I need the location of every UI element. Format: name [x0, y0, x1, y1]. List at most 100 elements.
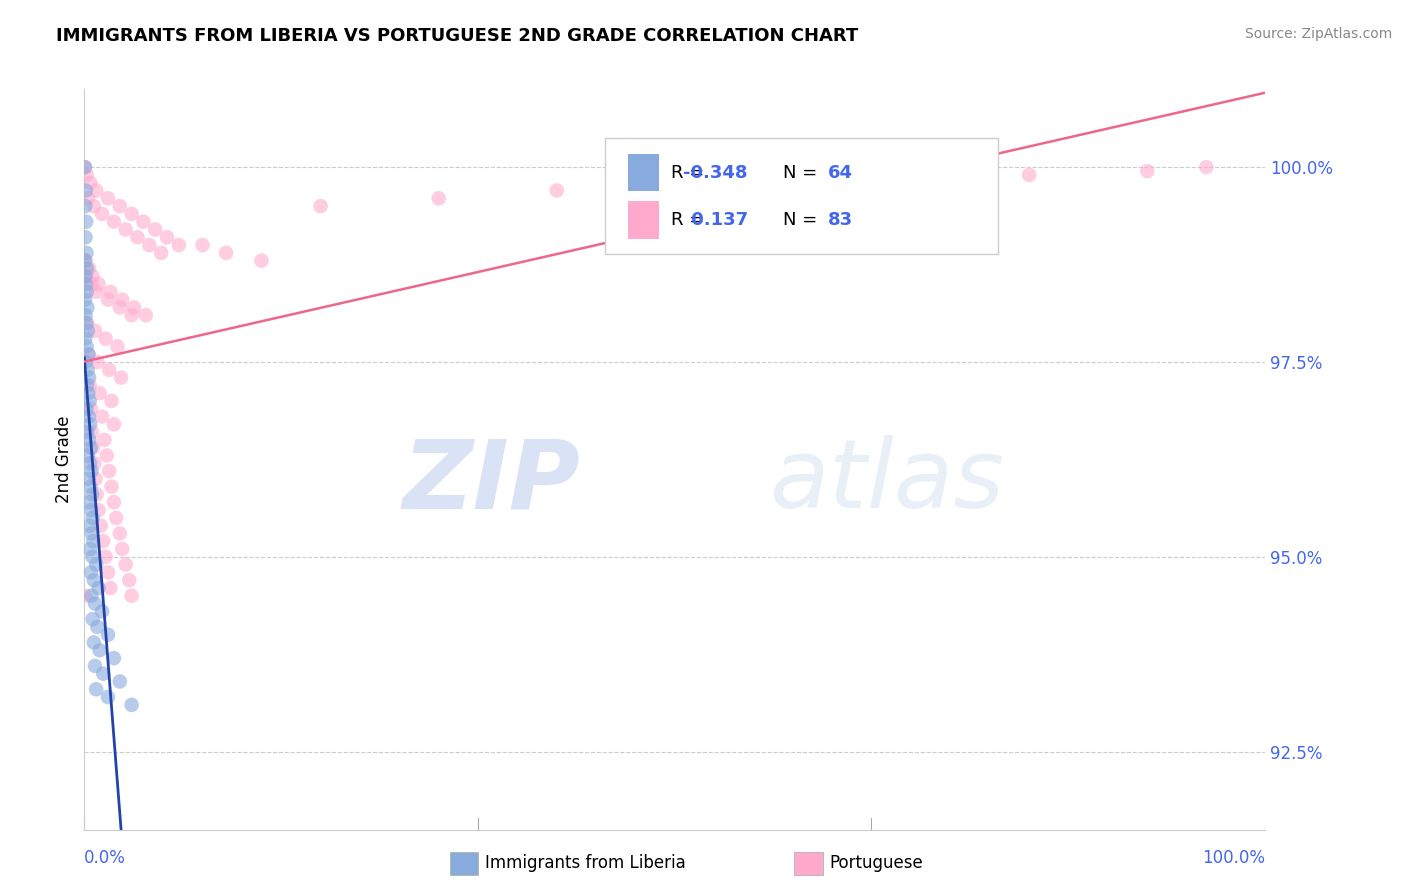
Point [100, 480, 122, 494]
Point [76, 168, 98, 182]
Point [84, 597, 107, 611]
Point [77, 347, 100, 361]
Point [77, 261, 100, 276]
Point [82, 269, 104, 284]
Point [86, 487, 108, 501]
Point [215, 245, 238, 260]
Point [79, 541, 101, 556]
Point [80, 526, 103, 541]
Point [1018, 168, 1040, 182]
Point [83, 456, 105, 470]
Point [84, 285, 107, 299]
Point [97, 191, 120, 205]
Point [79, 433, 101, 447]
Point [103, 495, 125, 509]
Point [108, 674, 131, 689]
Point [75, 230, 97, 244]
Point [108, 526, 131, 541]
Point [122, 301, 145, 315]
Point [91, 534, 114, 549]
Point [82, 441, 104, 455]
Point [1195, 160, 1218, 174]
Point [80, 441, 103, 455]
Point [73, 160, 96, 174]
Point [98, 285, 121, 299]
Point [77, 386, 100, 401]
Point [900, 171, 922, 186]
Point [103, 417, 125, 432]
Point [138, 238, 160, 252]
Text: -0.348: -0.348 [683, 164, 748, 182]
Point [108, 199, 131, 213]
Point [143, 222, 166, 236]
Point [79, 518, 101, 533]
Point [89, 643, 111, 657]
Text: IMMIGRANTS FROM LIBERIA VS PORTUGUESE 2ND GRADE CORRELATION CHART: IMMIGRANTS FROM LIBERIA VS PORTUGUESE 2N… [56, 27, 859, 45]
Text: N =: N = [783, 211, 817, 228]
Point [75, 277, 97, 291]
Point [89, 386, 111, 401]
Point [167, 238, 190, 252]
Point [80, 566, 103, 580]
Point [84, 659, 107, 673]
Point [76, 261, 98, 276]
Point [84, 472, 107, 486]
Point [91, 666, 114, 681]
Point [111, 541, 134, 556]
Point [86, 355, 108, 369]
Point [75, 308, 97, 322]
Point [80, 425, 103, 439]
Point [82, 549, 104, 564]
Point [73, 160, 96, 174]
Y-axis label: 2nd Grade: 2nd Grade [55, 416, 73, 503]
Point [114, 222, 136, 236]
Point [427, 191, 450, 205]
Point [127, 230, 149, 244]
Point [87, 277, 110, 291]
Point [546, 184, 568, 198]
Point [75, 215, 97, 229]
Point [250, 253, 273, 268]
Point [76, 245, 98, 260]
Point [98, 363, 121, 377]
Point [97, 293, 120, 307]
Point [75, 184, 97, 198]
Point [83, 573, 105, 587]
Point [75, 355, 97, 369]
Point [84, 558, 107, 572]
Point [76, 363, 98, 377]
Point [77, 370, 100, 384]
Point [121, 308, 143, 322]
Point [76, 316, 98, 330]
Point [309, 199, 332, 213]
Point [75, 269, 97, 284]
Point [100, 393, 122, 408]
Point [132, 215, 155, 229]
Text: 64: 64 [828, 164, 853, 182]
Text: N =: N = [783, 164, 817, 182]
Point [98, 464, 121, 478]
Point [76, 425, 98, 439]
Point [150, 245, 173, 260]
Point [91, 207, 114, 221]
Point [84, 184, 107, 198]
Text: Portuguese: Portuguese [830, 855, 924, 872]
Point [156, 230, 179, 244]
Point [90, 518, 112, 533]
Point [76, 378, 98, 392]
Point [80, 487, 103, 501]
Point [121, 698, 143, 712]
Point [79, 378, 101, 392]
Text: ZIP: ZIP [402, 435, 581, 528]
Point [82, 511, 104, 525]
Text: 100.0%: 100.0% [1202, 849, 1265, 867]
Point [79, 176, 101, 190]
Point [103, 215, 125, 229]
Point [107, 339, 129, 353]
Point [75, 332, 97, 346]
Point [75, 293, 97, 307]
Point [86, 620, 108, 634]
Point [80, 503, 103, 517]
Point [76, 285, 98, 299]
Point [76, 301, 98, 315]
